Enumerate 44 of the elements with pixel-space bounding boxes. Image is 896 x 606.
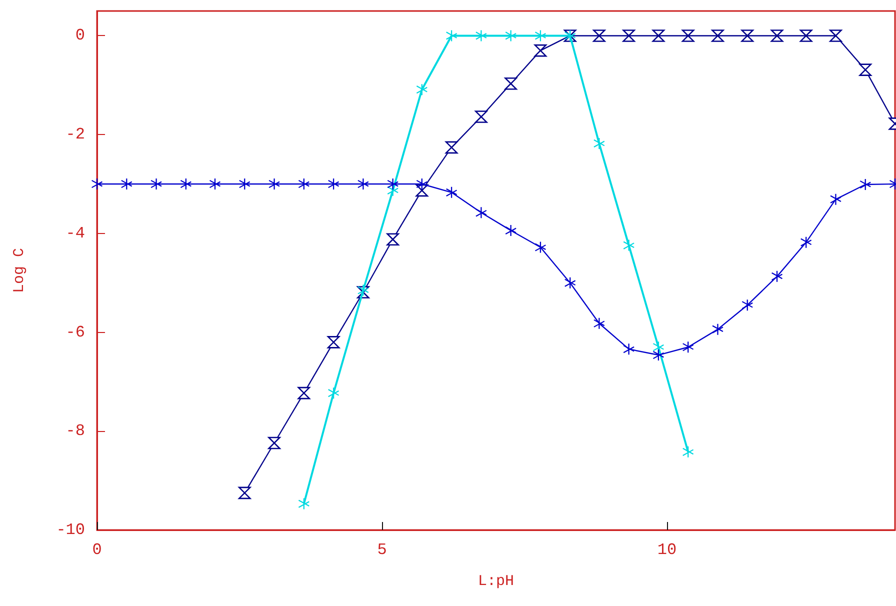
point [682, 30, 694, 42]
point [268, 178, 280, 190]
x-axis-title: L:pH [478, 573, 514, 590]
point [416, 184, 428, 197]
point [623, 240, 634, 251]
point [358, 284, 369, 296]
point [800, 30, 812, 42]
point [770, 30, 784, 42]
point [505, 30, 516, 42]
point [476, 30, 487, 42]
point [623, 344, 634, 355]
point [505, 224, 516, 236]
point [504, 78, 517, 90]
y-tick-label: -8 [66, 422, 85, 440]
point [712, 324, 724, 335]
x-tick-label: 5 [377, 541, 387, 559]
point [327, 336, 340, 348]
point [859, 64, 872, 76]
point [830, 30, 842, 42]
point [830, 194, 842, 205]
point [593, 30, 606, 42]
point [298, 386, 310, 400]
point [476, 207, 487, 218]
point [358, 178, 369, 190]
point [712, 30, 724, 42]
point [445, 141, 458, 154]
x-tick-label: 0 [92, 541, 102, 559]
x-tick-label: 10 [657, 541, 677, 559]
point [622, 30, 635, 42]
y-axis-title: Log C [11, 248, 28, 294]
point [652, 30, 665, 42]
y-tick-label: -6 [66, 323, 85, 342]
point [268, 436, 280, 450]
point [475, 110, 488, 123]
point [238, 486, 251, 500]
y-tick-label: -2 [66, 126, 85, 144]
point [386, 233, 399, 246]
point [357, 286, 370, 298]
y-tick-label: 0 [75, 26, 85, 45]
y-tick-label: -10 [56, 521, 85, 539]
point [741, 30, 754, 42]
point [534, 44, 547, 57]
y-tick-label: -4 [66, 224, 85, 242]
point [150, 178, 162, 190]
